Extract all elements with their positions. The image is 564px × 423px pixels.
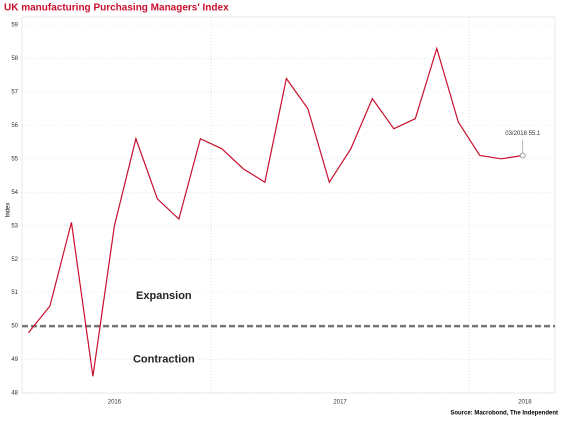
y-tick-label: 48 bbox=[11, 391, 18, 397]
y-tick-label: 54 bbox=[11, 190, 18, 196]
chart-title: UK manufacturing Purchasing Managers' In… bbox=[4, 3, 229, 14]
data-line bbox=[27, 46, 523, 377]
y-tick-label: 50 bbox=[11, 324, 18, 330]
x-tick-label: 2017 bbox=[333, 400, 347, 406]
y-tick-label: 58 bbox=[11, 56, 18, 62]
source: Source: Macrobond, The Independent bbox=[450, 411, 558, 417]
annotation: 03/2018 55.1 bbox=[505, 131, 541, 137]
y-tick-label: 52 bbox=[11, 257, 18, 263]
annotation: Expansion bbox=[136, 290, 192, 302]
y-axis-label: Index bbox=[6, 203, 12, 218]
plot-border bbox=[21, 16, 556, 394]
y-tick-label: 51 bbox=[11, 290, 18, 296]
x-tick-label: 2016 bbox=[108, 400, 122, 406]
y-tick-label: 57 bbox=[11, 89, 18, 95]
y-tick-label: 53 bbox=[11, 223, 18, 229]
annotation: Contraction bbox=[133, 353, 195, 365]
annotation-marker bbox=[519, 152, 526, 159]
y-tick-label: 55 bbox=[11, 156, 18, 162]
y-tick-label: 56 bbox=[11, 123, 18, 129]
y-tick-label: 59 bbox=[11, 23, 18, 29]
x-tick-label: 2018 bbox=[518, 400, 532, 406]
y-tick-label: 49 bbox=[11, 357, 18, 363]
